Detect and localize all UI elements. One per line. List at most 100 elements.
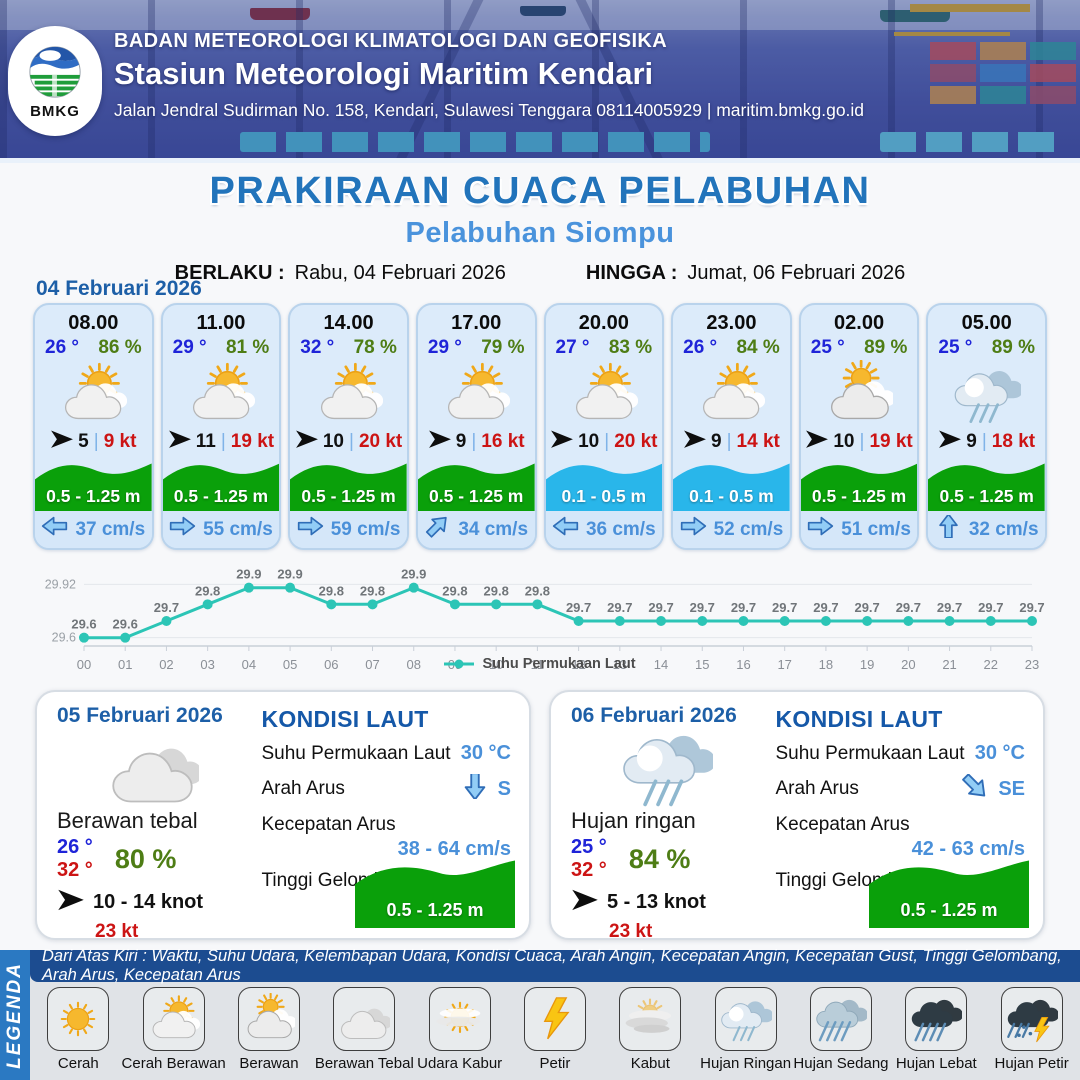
sst-chart-legend: Suhu Permukaan Laut — [0, 656, 1080, 672]
cerah-berawan-icon — [142, 987, 205, 1051]
svg-text:29.7: 29.7 — [1019, 600, 1044, 615]
svg-text:29.7: 29.7 — [937, 600, 962, 615]
wind-dart-icon — [428, 429, 452, 455]
svg-text:29.9: 29.9 — [401, 567, 426, 582]
current-speed: 51 cm/s — [841, 518, 911, 540]
wave-shape — [869, 860, 1029, 928]
current-speed: 59 cm/s — [330, 518, 401, 540]
sst-point — [449, 599, 460, 610]
cerah-berawan-icon — [290, 359, 407, 429]
current-speed: 52 cm/s — [713, 518, 784, 540]
wind-gust: 9 kt — [103, 430, 137, 452]
sst-point — [697, 616, 708, 626]
hour-humidity: 89 % — [991, 337, 1035, 358]
hour-wind: 11 | 19 kt — [163, 429, 280, 455]
wave-height: 0.5 - 1.25 m — [939, 486, 1034, 506]
legend-item-hujan-lebat: Hujan Lebat — [889, 987, 983, 1072]
sst-point — [367, 599, 378, 610]
current-direction-icon — [169, 515, 196, 543]
sst-point — [903, 616, 914, 626]
current-direction-icon — [807, 515, 834, 543]
svg-text:18: 18 — [819, 657, 833, 672]
svg-text:29.7: 29.7 — [813, 600, 838, 615]
legend-item-hujan-petir: Hujan Petir — [985, 987, 1079, 1072]
svg-text:29.8: 29.8 — [319, 583, 344, 598]
cerah-berawan-icon — [418, 359, 535, 429]
sst-point — [614, 616, 625, 626]
hour-time: 05.00 — [961, 312, 1012, 334]
hour-time: 20.00 — [578, 312, 629, 334]
hourly-forecast-row: 08.00 26 ° 86 % 5 | 9 kt 0.5 - 1.25 m 37 cm/s 11… — [33, 303, 1047, 550]
hour-humidity: 86 % — [98, 337, 142, 358]
sst-value-day3: 30 °C — [974, 742, 1025, 764]
sst-point — [1027, 616, 1037, 626]
svg-text:29.7: 29.7 — [772, 600, 797, 615]
temp-min-day2: 26 ° — [57, 836, 93, 858]
forecast-card-day3: 06 Februari 2026 Hujan ringan 25 ° 32 ° … — [549, 690, 1045, 940]
station-address: Jalan Jendral Sudirman No. 158, Kendari,… — [114, 100, 865, 120]
legend-item-label: Cerah — [57, 1055, 99, 1072]
page-title: PRAKIRAAN CUACA PELABUHAN — [209, 170, 871, 212]
sst-point — [491, 599, 502, 610]
hour-humidity: 81 % — [225, 337, 270, 358]
hour-temp: 26 ° — [683, 337, 718, 358]
hujan-sedang-icon — [809, 987, 872, 1051]
forecast-card-day2: 05 Februari 2026 Berawan tebal 26 ° 32 °… — [35, 690, 531, 940]
svg-text:03: 03 — [200, 657, 214, 672]
forecast-date-day3: 06 Februari 2026 — [571, 704, 737, 727]
sst-value-day2: 30 °C — [460, 742, 511, 764]
current-direction-icon — [960, 773, 990, 805]
wind-gust: 18 kt — [991, 430, 1036, 452]
wave-height-badge: 0.5 - 1.25 m — [417, 457, 535, 511]
wave-height-day3: 0.5 - 1.25 m — [900, 900, 998, 920]
hingga-value: Jumat, 06 Februari 2026 — [687, 262, 906, 284]
wind-dart-icon — [683, 429, 707, 455]
bmkg-logo-label: BMKG — [30, 102, 80, 120]
berawan-icon — [237, 987, 300, 1051]
validity-row: BERLAKU : Rabu, 04 Februari 2026 HINGGA … — [0, 262, 1080, 285]
wave-height: 0.5 - 1.25 m — [811, 486, 907, 506]
svg-text:23: 23 — [1025, 657, 1039, 672]
wind-gust: 16 kt — [481, 430, 525, 452]
wave-height-badge: 0.5 - 1.25 m — [290, 457, 407, 511]
forecast-date-day2: 05 Februari 2026 — [57, 704, 223, 727]
hour-time: 11.00 — [196, 312, 246, 334]
ship-icon — [520, 6, 566, 16]
svg-text:06: 06 — [324, 657, 338, 672]
kecepatan-arus-label: Kecepatan Arus — [261, 813, 396, 835]
sst-point — [243, 582, 254, 593]
wind-gust: 19 kt — [869, 430, 913, 452]
window-frame-decor — [0, 0, 1080, 158]
hujan-petir-icon — [1000, 987, 1063, 1051]
hour-humidity: 79 % — [481, 337, 525, 358]
svg-text:29.7: 29.7 — [978, 600, 1003, 615]
hour-card-23.00: 23.00 26 ° 84 % 9 | 14 kt 0.1 - 0.5 m 52 cm/s — [671, 303, 792, 550]
wind-dart-icon — [571, 888, 599, 918]
sst-point — [573, 616, 584, 626]
hour-time: 17.00 — [451, 312, 502, 334]
wave-height-badge: 0.5 - 1.25 m — [162, 457, 280, 511]
current-direction-icon — [552, 515, 579, 543]
kondisi-laut-heading: KONDISI LAUT — [261, 706, 429, 732]
wave-height: 0.5 - 1.25 m — [46, 486, 141, 506]
wave-height-badge: 0.1 - 0.5 m — [545, 457, 663, 511]
wave-height: 0.5 - 1.25 m — [429, 486, 524, 506]
svg-text:29.8: 29.8 — [525, 583, 550, 598]
svg-text:29.6: 29.6 — [52, 631, 76, 645]
kondisi-laut-heading: KONDISI LAUT — [775, 706, 943, 732]
kecepatan-arus-label: Kecepatan Arus — [775, 813, 910, 835]
hour-temp: 25 ° — [810, 337, 845, 358]
cerah-berawan-icon — [673, 359, 790, 429]
hour-card-08.00: 08.00 26 ° 86 % 5 | 9 kt 0.5 - 1.25 m 37 cm/s — [33, 303, 154, 550]
hour-time: 08.00 — [68, 312, 119, 334]
hour-card-02.00: 02.00 25 ° 89 % 10 | 19 kt 0.5 - 1.25 m 51 cm/s — [798, 303, 920, 550]
hour-humidity: 84 % — [736, 337, 780, 358]
title-block: PRAKIRAAN CUACA PELABUHAN Pelabuhan Siom… — [0, 170, 1080, 285]
wave-height: 0.5 - 1.25 m — [173, 486, 269, 506]
wind-dart-icon — [550, 429, 574, 455]
current-speed: 37 cm/s — [75, 518, 146, 540]
sst-chart-svg: 29.9229.629.60029.60129.70229.80329.9042… — [45, 567, 1045, 672]
bmkg-logo-icon — [29, 45, 81, 98]
port-name: Pelabuhan Siompu — [405, 217, 675, 249]
